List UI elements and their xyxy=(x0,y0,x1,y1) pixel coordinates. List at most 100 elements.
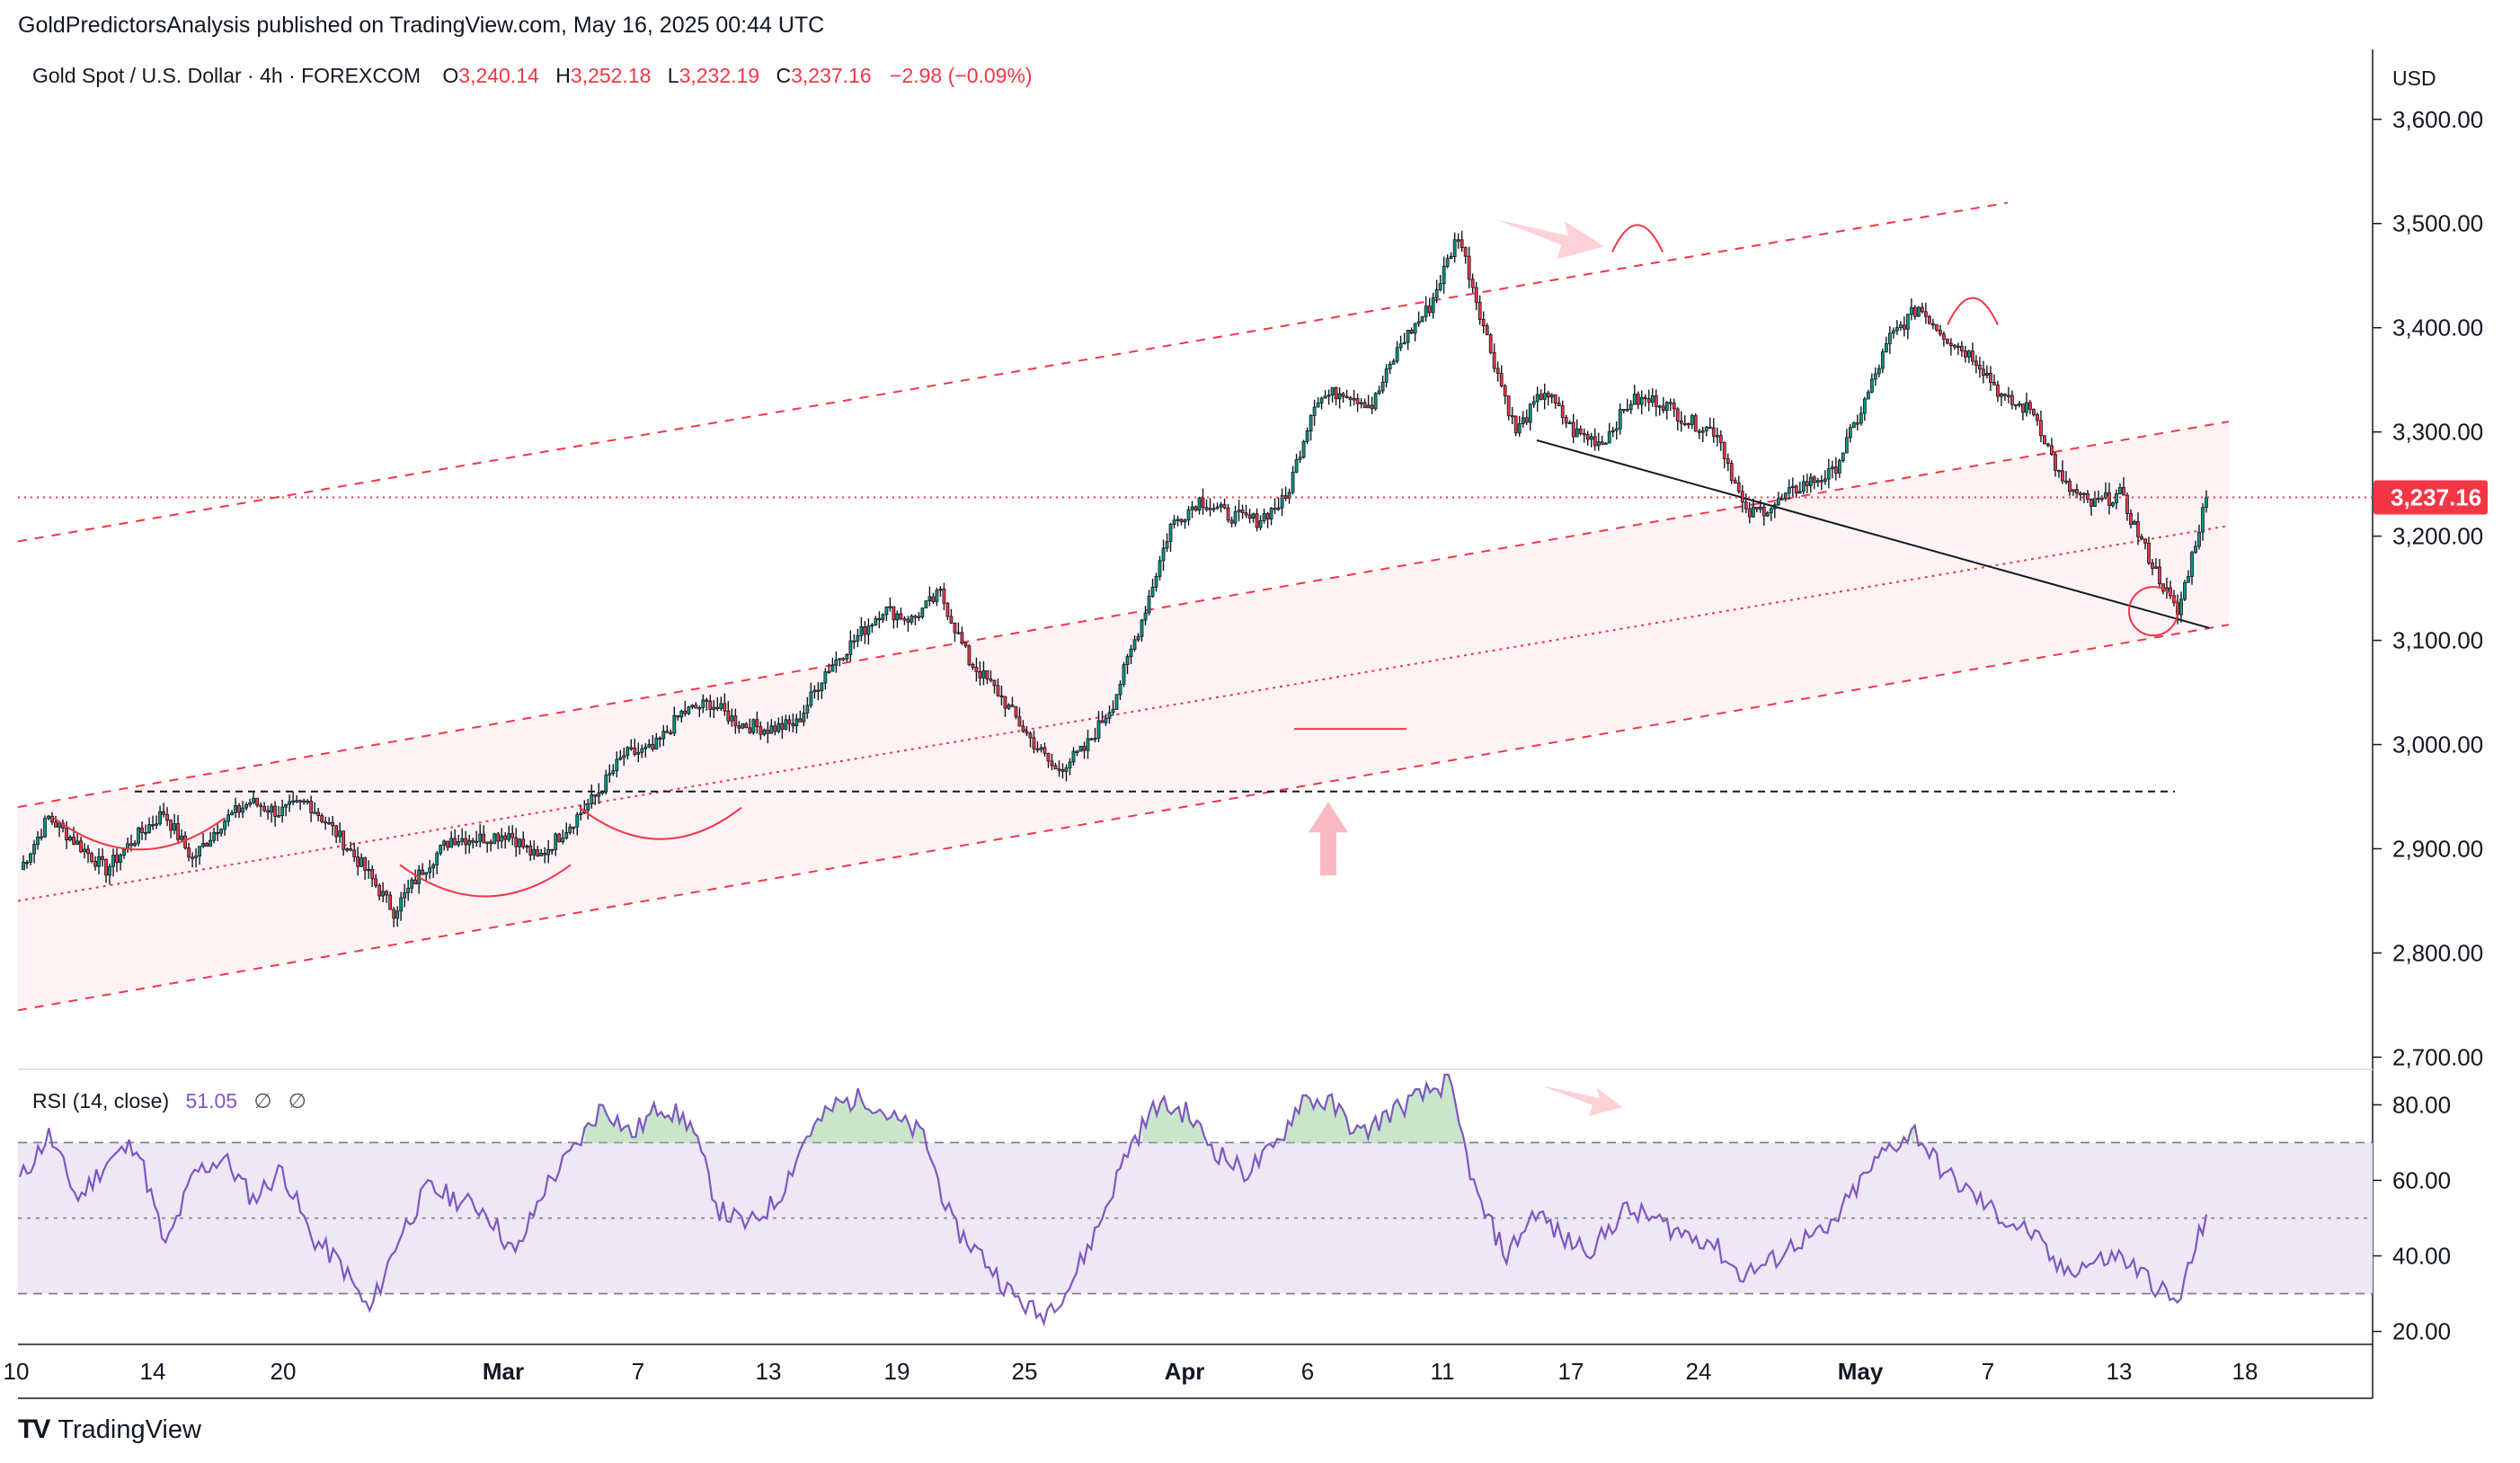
candle-body xyxy=(2039,420,2043,437)
candle-body xyxy=(1255,513,1259,528)
candle xyxy=(2197,524,2201,550)
candle-body xyxy=(564,831,569,839)
time-tick-label: Mar xyxy=(483,1358,524,1385)
candle-body xyxy=(101,856,104,860)
candle-body xyxy=(1934,324,1939,331)
low-label: L xyxy=(668,64,679,87)
candle xyxy=(453,829,457,846)
candle-body xyxy=(219,829,223,834)
candle-body xyxy=(525,845,529,848)
candle-body xyxy=(2046,443,2050,447)
candle xyxy=(701,694,705,714)
candle-body xyxy=(1477,301,1482,320)
candle xyxy=(1215,502,1220,510)
candle-body xyxy=(927,596,932,602)
candle-body xyxy=(1093,738,1097,740)
candle-body xyxy=(2093,497,2097,507)
candle xyxy=(2046,442,2050,448)
candle xyxy=(1891,327,1895,339)
time-tick-label: 18 xyxy=(2232,1358,2258,1385)
candle xyxy=(68,834,72,842)
candle xyxy=(1751,498,1755,519)
candle xyxy=(2068,478,2072,496)
candle-body xyxy=(1708,426,1712,430)
candle-body xyxy=(342,830,346,850)
candle xyxy=(910,614,914,625)
candle-body xyxy=(518,838,522,847)
candle-body xyxy=(1150,586,1155,597)
candle-body xyxy=(1190,506,1194,510)
candle-body xyxy=(737,725,741,729)
candle-body xyxy=(1984,373,1989,377)
candle xyxy=(838,658,842,667)
candle-body xyxy=(198,846,201,857)
candle xyxy=(191,852,194,868)
channel-middle-line xyxy=(17,421,2230,809)
top-cap-arc xyxy=(1611,224,1664,253)
candle-body xyxy=(1610,430,1615,433)
candle xyxy=(1794,484,1798,499)
candle-body xyxy=(1161,547,1166,562)
candle-body xyxy=(1747,508,1752,518)
candle xyxy=(1546,390,1550,406)
candle-body xyxy=(1154,575,1158,588)
candle xyxy=(996,678,1000,697)
candle xyxy=(75,832,79,846)
candle-body xyxy=(981,669,986,678)
candle-body xyxy=(1474,287,1478,303)
candle-body xyxy=(1715,435,1719,438)
candle-body xyxy=(1754,506,1759,510)
candle xyxy=(510,825,515,846)
candle xyxy=(2014,403,2018,411)
channel-lower-line xyxy=(17,624,2230,1012)
candle-body xyxy=(1607,430,1611,444)
candle-body xyxy=(1643,396,1647,400)
rsi-overbought-fill xyxy=(1276,1074,1463,1143)
candle-body xyxy=(460,838,465,842)
candle xyxy=(273,801,278,827)
candle-body xyxy=(2079,492,2082,495)
candle xyxy=(244,802,249,811)
candle xyxy=(1140,618,1144,642)
candle xyxy=(29,852,32,866)
candle-body xyxy=(1877,368,1881,375)
candle xyxy=(359,853,364,867)
price-tick-label: 2,900.00 xyxy=(2392,835,2483,862)
candle-body xyxy=(122,848,126,856)
candle xyxy=(370,865,375,887)
candle-body xyxy=(586,803,590,811)
candle xyxy=(471,838,475,849)
candle-body xyxy=(2133,520,2136,525)
candle xyxy=(705,697,709,711)
candle xyxy=(2133,519,2136,525)
candle xyxy=(543,847,547,864)
candle-body xyxy=(212,832,216,841)
candle xyxy=(374,873,378,889)
candle xyxy=(1808,473,1813,493)
candle xyxy=(1168,522,1173,553)
candle xyxy=(805,696,810,719)
candle xyxy=(1700,426,1705,443)
candle xyxy=(1887,326,1892,354)
candle xyxy=(1323,390,1327,399)
candle-body xyxy=(478,833,483,842)
candle-body xyxy=(536,849,540,856)
candle-body xyxy=(622,755,626,758)
candle xyxy=(618,749,623,761)
candle xyxy=(640,744,644,758)
candle-body xyxy=(848,640,853,655)
candle xyxy=(1107,705,1112,724)
candle-body xyxy=(1909,306,1913,315)
candle xyxy=(604,769,608,795)
candle-body xyxy=(550,848,555,852)
candle xyxy=(1970,342,1974,366)
candle xyxy=(137,826,140,847)
candle xyxy=(546,839,551,864)
candle xyxy=(1614,421,1619,440)
candle-body xyxy=(708,700,713,710)
candle xyxy=(1639,390,1644,415)
candle-body xyxy=(1805,481,1809,486)
candle xyxy=(424,872,429,881)
candle xyxy=(406,879,411,901)
